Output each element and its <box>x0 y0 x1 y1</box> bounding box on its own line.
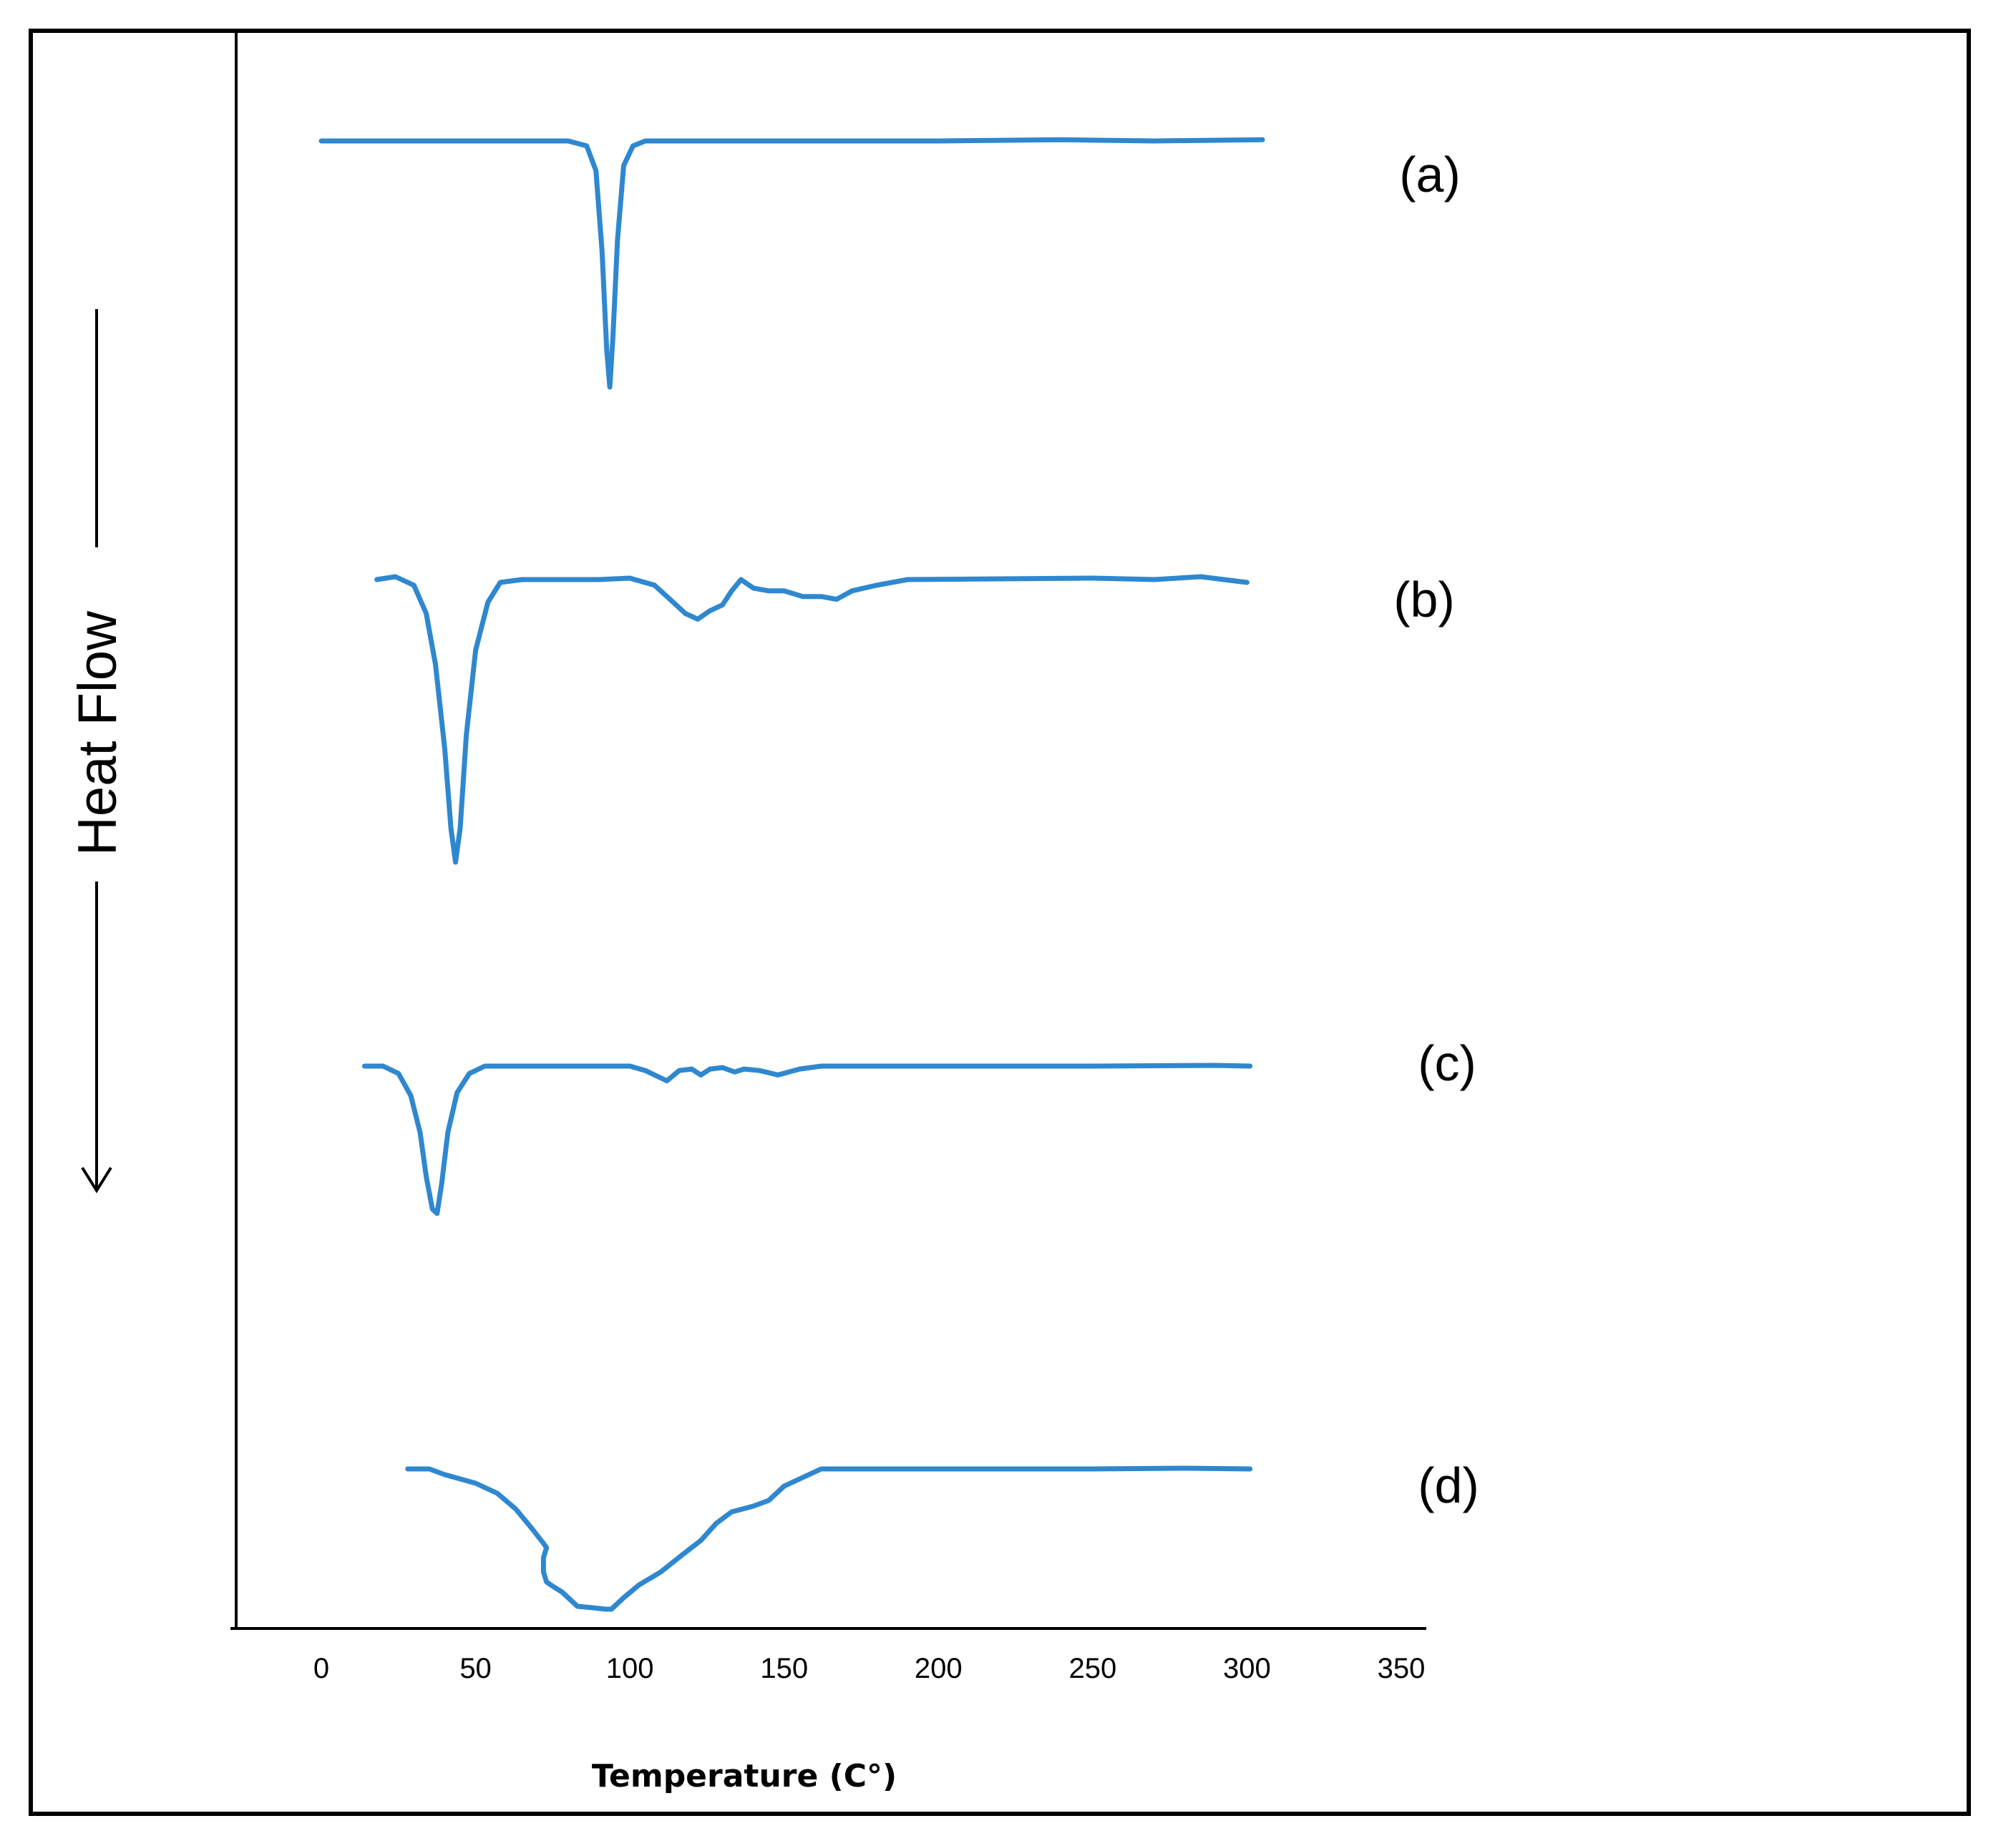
x-tick-label: 150 <box>760 1653 808 1684</box>
x-tick-label: 50 <box>459 1653 492 1684</box>
x-tick-label: 0 <box>313 1653 329 1684</box>
x-tick-label: 350 <box>1378 1653 1426 1684</box>
heat-flow-arrow <box>81 309 112 1193</box>
series-line <box>374 574 1250 865</box>
series-label: (a) <box>1399 147 1461 202</box>
series-label: (c) <box>1418 1035 1476 1091</box>
thermogram-curves <box>318 137 1265 1612</box>
series-line <box>318 137 1265 390</box>
x-tick-labels: 0 50 100 150 200 250 300 350 <box>313 1653 1426 1684</box>
series-line <box>361 1063 1253 1216</box>
series-label: (b) <box>1393 572 1455 627</box>
series-line <box>405 1465 1253 1612</box>
x-axis-label: Temperature (C°) <box>592 1758 897 1794</box>
x-tick-label: 100 <box>606 1653 654 1684</box>
x-tick-label: 300 <box>1223 1653 1271 1684</box>
arrow-head-icon <box>81 1166 112 1193</box>
figure-frame <box>29 29 1971 1816</box>
y-axis-label: Heat Flow <box>67 610 128 856</box>
series-label: (d) <box>1418 1457 1479 1513</box>
curve-labels: (a) (b) (c) (d) <box>1393 147 1479 1513</box>
x-tick-label: 250 <box>1068 1653 1116 1684</box>
x-tick-label: 200 <box>915 1653 963 1684</box>
axes <box>230 29 1426 1630</box>
